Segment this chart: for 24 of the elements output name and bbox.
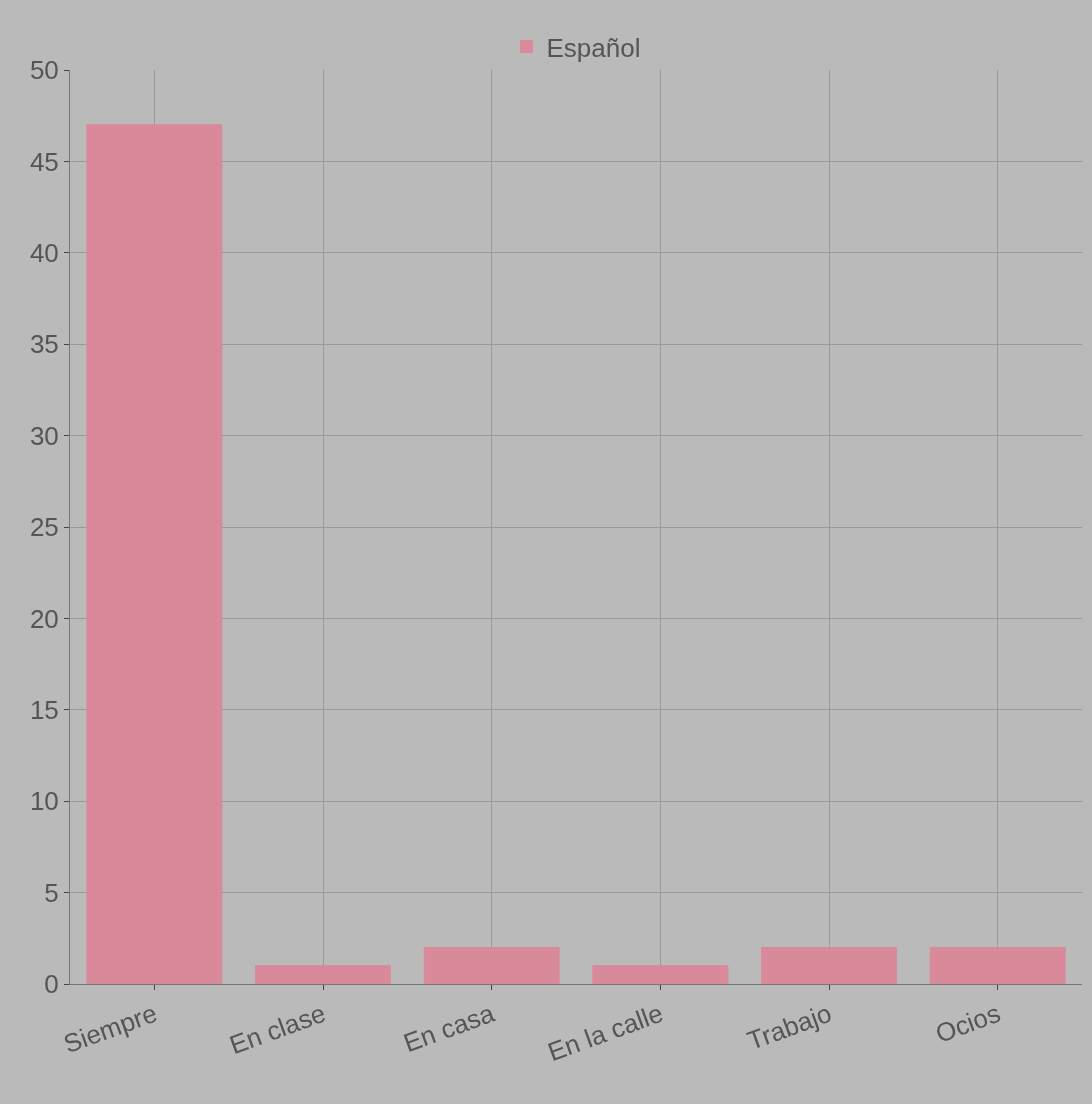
y-tick-label: 30 (29, 420, 59, 451)
bar (929, 946, 1066, 984)
y-tick-label: 45 (29, 146, 59, 177)
bar (255, 965, 391, 984)
y-tick-label: 20 (29, 603, 59, 634)
bar (761, 946, 897, 984)
y-tick-label: 35 (29, 329, 59, 360)
legend-label: Español (546, 32, 641, 63)
bar (86, 124, 223, 984)
y-tick-label: 40 (29, 237, 59, 268)
y-tick-label: 50 (29, 55, 59, 86)
y-tick-label: 10 (29, 786, 59, 817)
y-tick-label: 0 (44, 969, 59, 1000)
x-tick-label: Trabajo (743, 997, 836, 1056)
bar (592, 965, 729, 984)
x-tick-label: Siempre (59, 997, 161, 1060)
x-tick-label: En la calle (543, 997, 667, 1068)
y-tick-label: 25 (29, 512, 59, 543)
bar (423, 946, 560, 984)
x-tick-label: En clase (225, 997, 330, 1061)
y-tick-label: 15 (29, 694, 59, 725)
y-tick-label: 5 (44, 877, 59, 908)
x-tick-label: En casa (399, 997, 499, 1059)
x-tick-label: Ocios (931, 997, 1005, 1049)
